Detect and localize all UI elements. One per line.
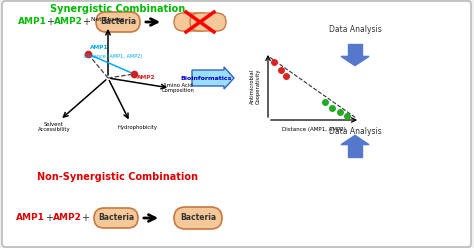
Text: AMP2: AMP2	[53, 214, 82, 222]
FancyBboxPatch shape	[94, 208, 138, 228]
Text: Bacteria: Bacteria	[98, 214, 134, 222]
Text: Bioinformatics: Bioinformatics	[180, 75, 232, 81]
Text: +: +	[81, 213, 89, 223]
Text: Net Charge: Net Charge	[91, 18, 125, 23]
Bar	[348, 44, 362, 56]
Text: Distance (AMP1, AMP2): Distance (AMP1, AMP2)	[282, 126, 346, 131]
FancyBboxPatch shape	[190, 13, 226, 31]
Bar	[348, 145, 362, 157]
Polygon shape	[341, 135, 369, 145]
FancyBboxPatch shape	[174, 207, 222, 229]
Text: AMP2: AMP2	[54, 18, 82, 27]
FancyBboxPatch shape	[174, 13, 210, 31]
Text: AMP1: AMP1	[16, 214, 45, 222]
FancyBboxPatch shape	[96, 12, 140, 32]
Text: Bacteria: Bacteria	[100, 18, 136, 27]
Text: Hydrophobicity: Hydrophobicity	[118, 125, 158, 130]
Polygon shape	[341, 56, 369, 66]
Text: Data Analysis: Data Analysis	[328, 126, 382, 135]
Text: Distance (AMP1, AMP2): Distance (AMP1, AMP2)	[84, 54, 142, 59]
Text: Solvent
Accessibility: Solvent Accessibility	[38, 122, 70, 132]
Text: AMP1: AMP1	[90, 45, 109, 50]
Text: +: +	[46, 17, 54, 27]
FancyArrow shape	[192, 67, 234, 89]
Text: Synergistic Combination: Synergistic Combination	[50, 4, 186, 14]
Text: AMP1: AMP1	[18, 18, 46, 27]
Text: Bacteria: Bacteria	[180, 214, 216, 222]
Text: Non-Synergistic Combination: Non-Synergistic Combination	[37, 172, 199, 182]
Text: Antimicrobial
Cooperativity: Antimicrobial Cooperativity	[250, 68, 260, 104]
Text: +: +	[82, 17, 90, 27]
Text: Amino Acid
Composition: Amino Acid Composition	[162, 83, 194, 93]
Text: Data Analysis: Data Analysis	[328, 26, 382, 34]
Text: AMP2: AMP2	[137, 75, 155, 80]
Text: +: +	[45, 213, 53, 223]
